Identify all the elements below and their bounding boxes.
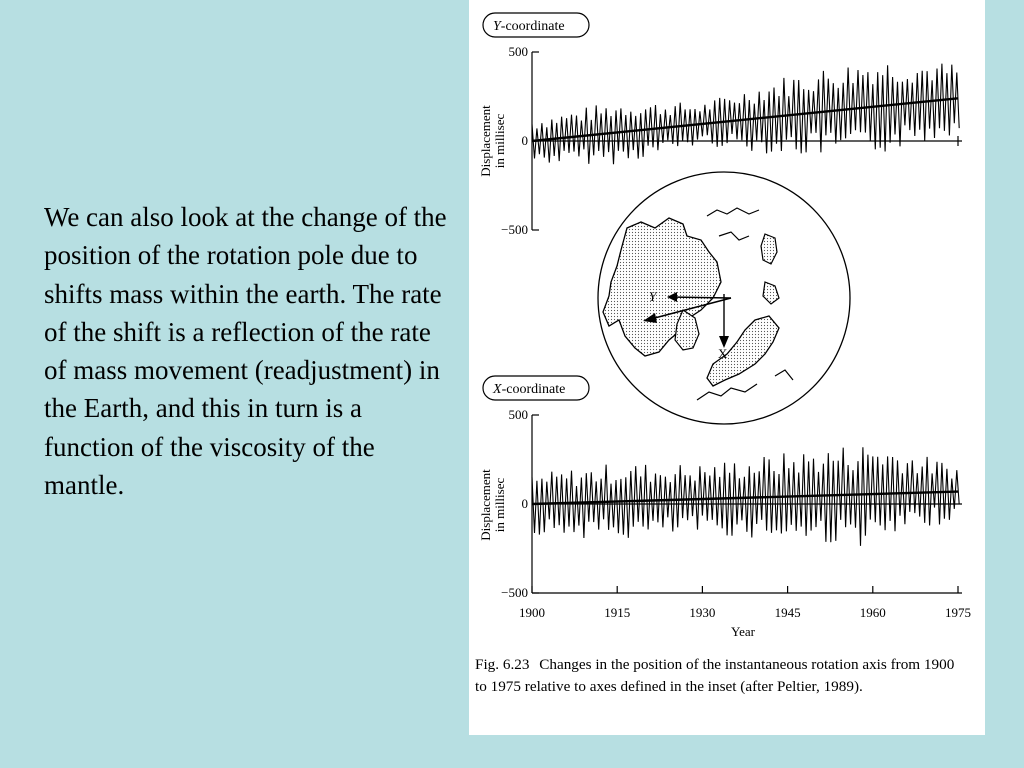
figure-caption-text: Changes in the position of the instantan… — [475, 656, 955, 695]
y-axis-title-line1: Displacement — [478, 105, 493, 177]
x-axis-title: Year — [731, 624, 756, 639]
landmass-island — [762, 281, 780, 305]
pole-path-arrowhead — [643, 313, 657, 323]
panel-label-italic: X — [492, 382, 502, 397]
y-axis-title-line2: in millisec — [492, 478, 507, 533]
y-tick-label: −500 — [501, 585, 528, 600]
panel-label: Y-coordinate — [493, 19, 565, 34]
trend-line — [531, 490, 959, 506]
figure-graphic: Y-coordinate Displacement in millisec 50… — [478, 12, 971, 639]
plot-area — [531, 447, 960, 546]
y-tick-label: 500 — [509, 44, 529, 59]
landmass-north-america — [706, 315, 780, 387]
x-tick-label: 1915 — [604, 605, 630, 620]
figure-caption: Fig. 6.23 Changes in the position of the… — [475, 654, 965, 697]
x-tick-label: 1945 — [775, 605, 801, 620]
figure-panel: Y-coordinate Displacement in millisec 50… — [469, 0, 985, 735]
trend-line — [531, 97, 959, 143]
y-tick-label: 0 — [522, 496, 529, 511]
oscillation-series-line — [531, 63, 960, 165]
oscillation-series-line — [531, 447, 960, 546]
panel-label-rest: -coordinate — [502, 382, 566, 397]
panel-label-italic: Y — [493, 19, 503, 34]
pole-path-arrow — [646, 297, 732, 321]
y-tick-label: 0 — [522, 133, 529, 148]
landmass-peninsula — [674, 309, 700, 351]
y-axis-arrow — [668, 296, 732, 299]
axes: 500 0 −500 1900 1915 1930 1945 1960 1975 — [501, 407, 971, 620]
landmass-greenland — [760, 233, 778, 265]
y-axis-arrowhead — [667, 292, 677, 302]
inset-map: Y X — [597, 171, 851, 425]
x-tick-label: 1930 — [689, 605, 715, 620]
figure-number: Fig. 6.23 — [475, 656, 530, 673]
panel-label-box — [482, 12, 590, 38]
y-axis-title: Displacement in millisec — [478, 105, 507, 177]
y-tick-label: −500 — [501, 222, 528, 237]
plot-area — [531, 63, 960, 165]
inset-y-label: Y — [649, 289, 658, 304]
y-axis-title-line1: Displacement — [478, 469, 493, 541]
y-coordinate-chart: Y-coordinate Displacement in millisec 50… — [478, 12, 962, 237]
x-tick-label: 1960 — [860, 605, 886, 620]
slide-body-text: We can also look at the change of the po… — [44, 202, 447, 501]
x-tick-label: 1975 — [945, 605, 971, 620]
y-tick-label: 500 — [509, 407, 529, 422]
y-axis-title: Displacement in millisec — [478, 469, 507, 541]
panel-label-box — [482, 375, 590, 401]
coastline-north — [696, 207, 794, 401]
x-coordinate-chart: X-coordinate Displacement in millisec 50… — [478, 375, 971, 639]
inset-x-label: X — [718, 346, 728, 361]
x-tick-label: 1900 — [519, 605, 545, 620]
x-axis-arrowhead — [719, 336, 729, 348]
y-axis-title-line2: in millisec — [492, 114, 507, 169]
panel-label: X-coordinate — [492, 382, 565, 397]
panel-label-rest: -coordinate — [501, 19, 565, 34]
